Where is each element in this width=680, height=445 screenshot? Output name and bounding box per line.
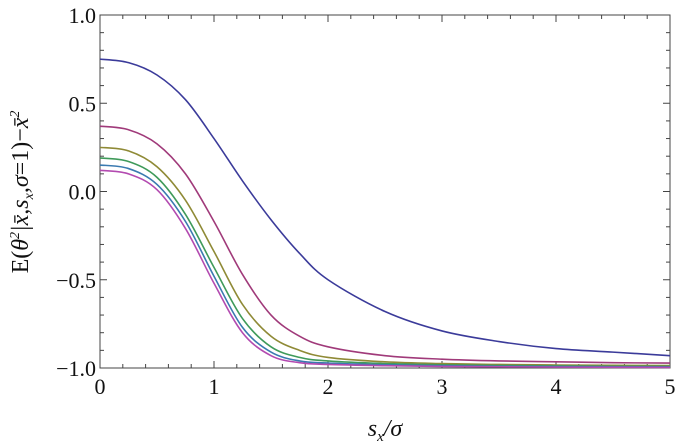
series-line-1 bbox=[99, 58, 671, 357]
series-line-5 bbox=[99, 164, 671, 368]
y-axis-title: E(θ2|x̄,sx,σ=1)−x̄2 bbox=[8, 111, 37, 274]
y-tick-label: 0.5 bbox=[69, 91, 97, 116]
series-line-6 bbox=[99, 169, 671, 369]
series-line-3 bbox=[99, 146, 671, 367]
y-tick-label: −0.5 bbox=[56, 268, 96, 293]
axis-ticks bbox=[99, 14, 671, 369]
series-line-4 bbox=[99, 157, 671, 368]
y-tick-label: 0.0 bbox=[69, 180, 97, 205]
x-axis-title: sx/σ bbox=[368, 416, 404, 445]
y-tick-labels: −1.0 −0.5 0.0 0.5 1.0 bbox=[56, 3, 96, 381]
x-tick-label: 3 bbox=[437, 374, 448, 399]
x-tick-label: 1 bbox=[209, 374, 220, 399]
x-tick-label: 4 bbox=[551, 374, 562, 399]
y-tick-label: −1.0 bbox=[56, 356, 96, 381]
series-line-2 bbox=[99, 125, 671, 364]
y-tick-label: 1.0 bbox=[69, 3, 97, 28]
series-group bbox=[99, 58, 671, 369]
x-tick-label: 0 bbox=[95, 374, 106, 399]
x-tick-label: 5 bbox=[665, 374, 676, 399]
plot-frame bbox=[99, 14, 671, 369]
x-tick-labels: 0 1 2 3 4 5 bbox=[95, 374, 676, 399]
x-tick-label: 2 bbox=[323, 374, 334, 399]
